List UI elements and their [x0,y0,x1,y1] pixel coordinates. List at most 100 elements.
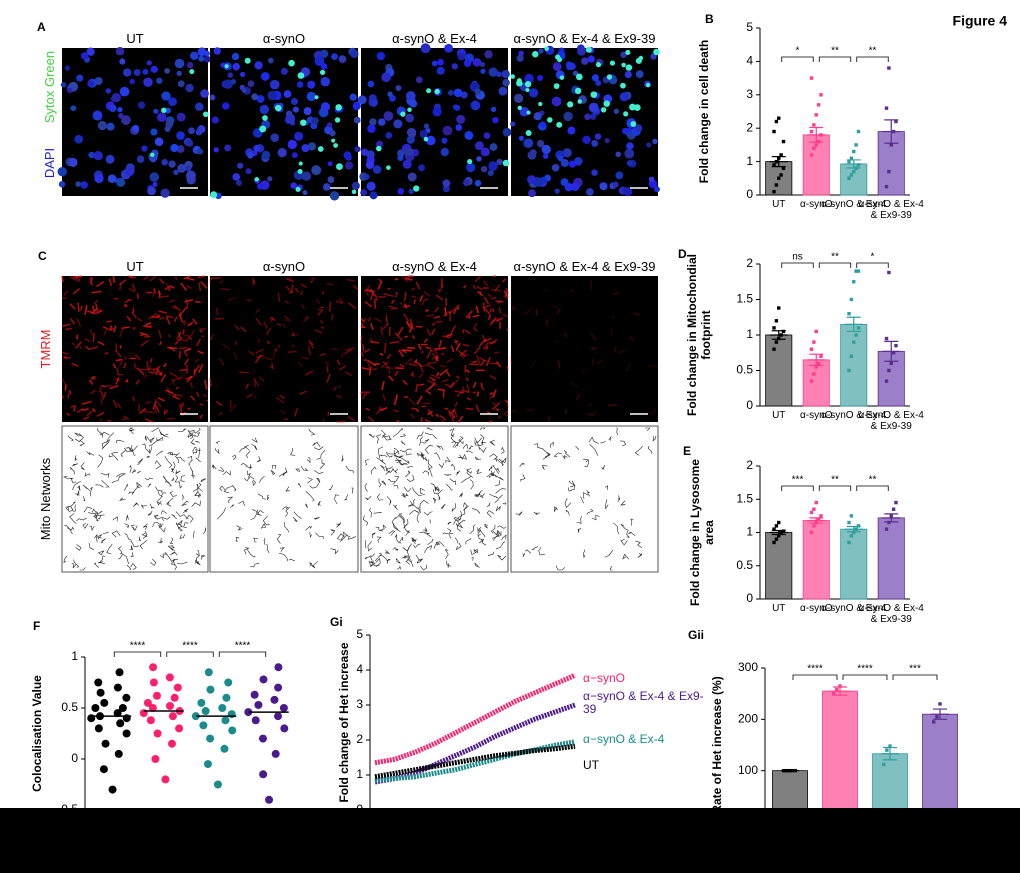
mitochondrion [575,393,581,401]
nucleus [285,113,296,124]
crop-band [0,808,1020,873]
mitochondrion [466,397,472,401]
mitochondrion [191,330,195,334]
nucleus [189,51,199,61]
data-point [274,663,283,672]
nucleus [230,78,237,85]
nucleus [415,76,423,84]
mitochondrion [153,288,156,294]
nucleus [591,140,599,147]
significance-bracket [218,651,267,657]
mitochondrion [209,337,212,341]
mitochondrion [305,370,314,376]
network-trace [531,546,539,551]
mitochondrion [67,392,70,399]
network-trace [112,516,118,522]
sytox-cell [553,83,560,90]
data-point [213,780,222,789]
sytox-cell [544,46,550,51]
significance-bracket [856,56,889,62]
data-point [894,343,898,348]
nucleus [383,111,394,121]
network-trace [74,433,84,442]
network-trace [564,498,572,509]
mitochondrion [61,351,69,355]
network-trace [82,523,89,529]
label: UT [583,758,599,773]
network-trace [492,465,500,474]
network-trace [124,523,130,529]
network-trace [128,429,134,435]
network-trace [87,512,97,518]
nucleus [314,56,325,67]
nucleus [484,50,493,59]
sytox-cell [413,185,420,192]
data-point [161,775,170,784]
network-trace [315,532,324,539]
data-point [139,709,148,718]
mitochondrion [444,383,452,388]
network-trace [100,472,110,478]
data-point [201,707,210,716]
sytox-cell [574,87,582,95]
mitochondrion [395,367,404,370]
nucleus [320,102,331,112]
mitochondrion [85,345,90,351]
mitochondrion [300,283,308,289]
mitochondrion [476,391,480,397]
data-point [894,119,898,124]
rotated-label: Colocalisation Value [30,675,44,792]
mitochondrion [91,308,98,315]
nucleus [442,185,450,193]
network-trace [267,494,270,501]
network-trace [150,558,157,566]
label-box: α-synO [263,31,305,46]
mitochondrion [472,391,477,394]
data-point [856,326,861,330]
label-box: α−synO & Ex-4 [583,733,664,746]
data-point [884,336,889,341]
network-trace [309,532,312,538]
sytox-cell [585,46,592,53]
bar [840,323,868,407]
data-point [777,176,781,180]
nucleus [203,55,211,63]
mitochondrion [456,389,464,398]
nucleus [646,142,652,148]
mitochondrion [473,322,478,329]
data-point [220,744,229,753]
sytox-cell [606,74,613,80]
network-trace [192,427,201,434]
network-trace [446,560,452,567]
nucleus [303,107,312,116]
data-point [847,159,851,164]
nucleus [423,123,430,129]
network-trace [96,510,103,515]
mitochondrion [646,411,655,415]
nucleus [87,80,95,88]
data-point [884,106,889,110]
network-trace [319,459,326,469]
network-trace [583,458,589,463]
mitochondrion [440,352,445,356]
rotated-label: Fold change in Mitochondial footprint [685,254,713,416]
mitochondrion [185,299,194,303]
error-bar [831,686,849,696]
network-trace [362,515,369,526]
mitochondrion [128,287,136,293]
mitochondrion [379,352,384,356]
mitochondrion [344,370,353,377]
network-trace [238,500,245,506]
label: α-synO & Ex-4 [821,603,887,614]
network-trace [462,443,469,449]
network-trace [285,486,290,492]
network-trace [169,537,174,544]
network-trace [132,469,137,474]
network-trace [456,470,461,476]
mitochondrion [76,407,84,414]
nucleus [615,151,621,158]
nucleus [502,78,510,87]
mitochondrion [388,375,394,382]
network-trace [308,428,316,436]
